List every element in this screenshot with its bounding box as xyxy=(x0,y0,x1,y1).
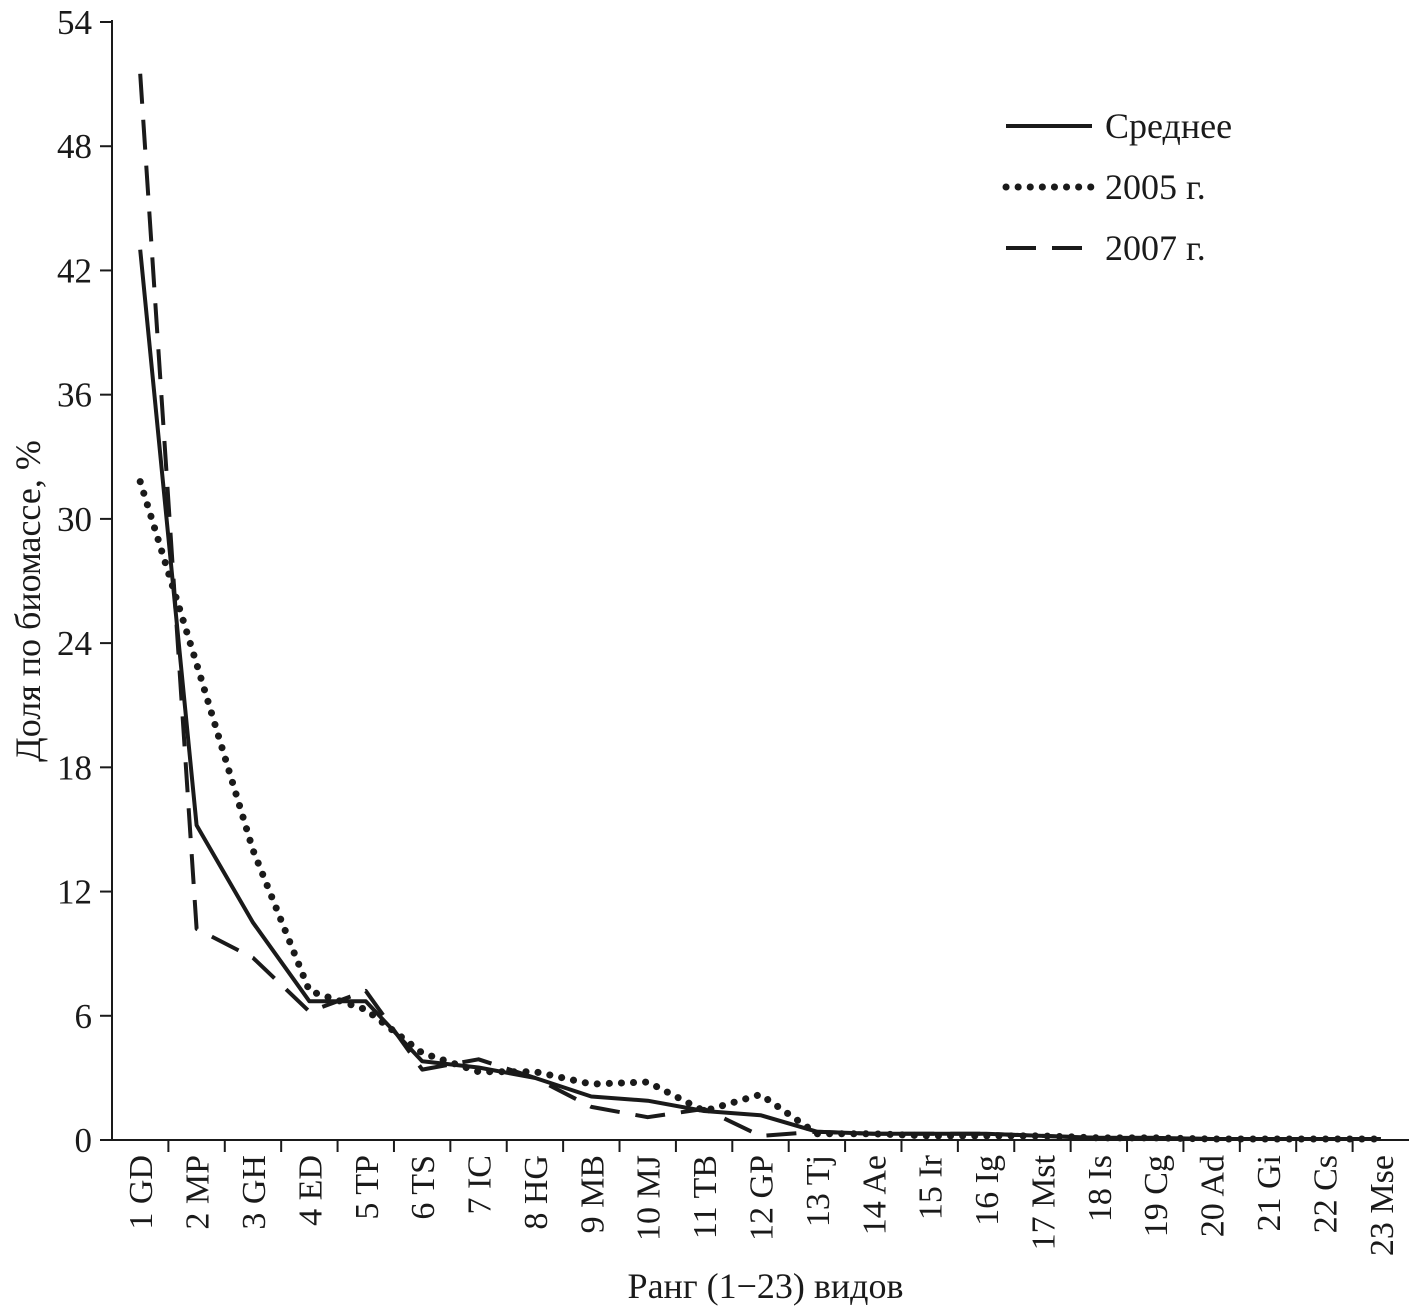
series-line xyxy=(136,478,1385,1143)
series-0 xyxy=(138,249,1381,1141)
x-tick-label: 22 Cs xyxy=(1307,1155,1344,1233)
series-line xyxy=(138,73,1381,1141)
series-line xyxy=(138,249,1381,1141)
x-tick-label: 8 HG xyxy=(518,1155,555,1230)
x-tick-label: 20 Ad xyxy=(1195,1155,1232,1237)
x-axis-title: Ранг (1−23) видов xyxy=(628,1266,904,1306)
x-tick-label: 1 GD xyxy=(123,1155,160,1230)
y-tick-label: 54 xyxy=(57,3,92,42)
x-tick-label: 7 IC xyxy=(462,1155,499,1215)
legend-label: Среднее xyxy=(1105,106,1232,146)
x-tick-label: 19 Cg xyxy=(1138,1155,1175,1237)
legend-item: Среднее xyxy=(1006,106,1232,146)
x-tick-label: 16 Ig xyxy=(969,1155,1006,1226)
y-tick-label: 18 xyxy=(57,748,92,787)
series-layer xyxy=(136,73,1385,1143)
y-tick-label: 30 xyxy=(57,500,92,539)
legend-item: 2005 г. xyxy=(1002,167,1206,207)
x-tick-label: 4 ED xyxy=(292,1155,329,1226)
x-tick-label: 9 MB xyxy=(574,1155,611,1233)
x-tick-label: 2 MP xyxy=(180,1155,217,1230)
x-tick-label: 17 Mst xyxy=(1025,1154,1062,1250)
y-tick-label: 42 xyxy=(57,251,92,290)
x-tick-label: 3 GH xyxy=(236,1155,273,1230)
legend: Среднее 2005 г. 2007 г. xyxy=(1002,106,1232,268)
x-tick-label: 15 Ir xyxy=(913,1154,950,1220)
y-tick-label: 24 xyxy=(57,624,92,663)
series-2 xyxy=(138,73,1381,1141)
y-tick-label: 0 xyxy=(75,1121,93,1160)
x-tick-label: 21 Gi xyxy=(1251,1155,1288,1232)
series-1 xyxy=(136,478,1385,1143)
y-axis-title: Доля по биомассе, % xyxy=(8,440,48,762)
x-tick-label: 14 Ae xyxy=(856,1155,893,1235)
x-tick-label: 12 GP xyxy=(744,1155,781,1241)
legend-item: 2007 г. xyxy=(1006,228,1206,268)
legend-label: 2005 г. xyxy=(1105,167,1206,207)
x-tick-label: 6 TS xyxy=(405,1155,442,1220)
x-tick-label: 11 TB xyxy=(687,1155,724,1239)
y-tick-label: 12 xyxy=(57,873,92,912)
x-tick-label: 13 Tj xyxy=(800,1155,837,1227)
x-tick-label: 10 MJ xyxy=(631,1155,668,1241)
y-tick-label: 36 xyxy=(57,376,92,415)
x-ticks: 1 GD 2 MP 3 GH 4 ED 5 TP 6 TS 7 IC 8 HG 9 MB 10 M… xyxy=(123,1140,1401,1256)
y-ticks: 0 6 12 18 24 30 36 42 48 54 xyxy=(57,3,112,1160)
legend-label: 2007 г. xyxy=(1105,228,1206,268)
x-tick-label: 18 Is xyxy=(1082,1155,1119,1222)
axes: 0 6 12 18 24 30 36 42 48 54 1 GD 2 MP 3 GH 4 ED 5 TP 6… xyxy=(57,3,1409,1256)
y-tick-label: 48 xyxy=(57,127,92,166)
y-tick-label: 6 xyxy=(75,997,93,1036)
x-tick-label: 5 TP xyxy=(349,1155,386,1220)
x-tick-label: 23 Mse xyxy=(1364,1155,1401,1256)
